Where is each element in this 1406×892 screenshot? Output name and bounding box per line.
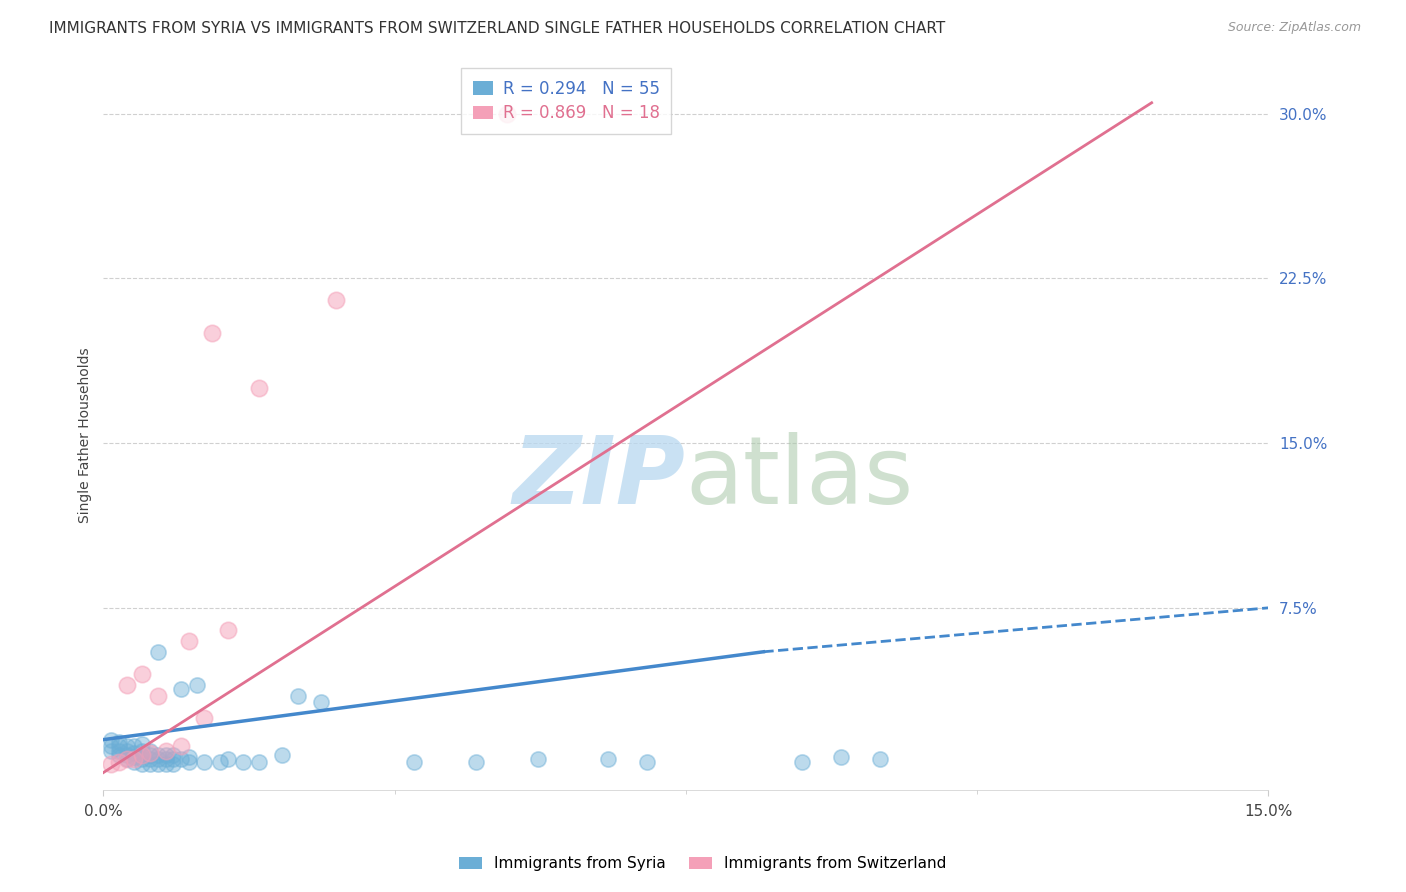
- Point: [115, 739, 138, 754]
- Point: [527, 752, 550, 766]
- Point: [124, 752, 146, 766]
- Point: [108, 747, 131, 762]
- Point: [162, 752, 184, 766]
- Point: [139, 756, 162, 771]
- Point: [100, 743, 122, 757]
- Y-axis label: Single Father Households: Single Father Households: [79, 348, 93, 524]
- Point: [402, 755, 425, 769]
- Text: ZIP: ZIP: [513, 432, 686, 524]
- Point: [186, 678, 208, 692]
- Legend: R = 0.294   N = 55, R = 0.869   N = 18: R = 0.294 N = 55, R = 0.869 N = 18: [461, 68, 672, 134]
- Point: [271, 747, 294, 762]
- Text: IMMIGRANTS FROM SYRIA VS IMMIGRANTS FROM SWITZERLAND SINGLE FATHER HOUSEHOLDS CO: IMMIGRANTS FROM SYRIA VS IMMIGRANTS FROM…: [49, 21, 945, 36]
- Point: [139, 752, 162, 766]
- Point: [598, 752, 620, 766]
- Point: [155, 756, 177, 771]
- Point: [177, 755, 200, 769]
- Point: [124, 746, 146, 760]
- Point: [100, 739, 122, 754]
- Point: [146, 747, 169, 762]
- Point: [217, 752, 239, 766]
- Point: [155, 747, 177, 762]
- Point: [139, 747, 162, 762]
- Point: [115, 752, 138, 766]
- Point: [162, 747, 184, 762]
- Point: [139, 743, 162, 757]
- Point: [170, 682, 193, 697]
- Point: [108, 735, 131, 749]
- Point: [108, 755, 131, 769]
- Point: [115, 678, 138, 692]
- Point: [131, 737, 153, 751]
- Point: [496, 107, 519, 121]
- Point: [309, 695, 332, 709]
- Point: [139, 746, 162, 760]
- Point: [131, 666, 153, 681]
- Point: [232, 755, 254, 769]
- Point: [115, 747, 138, 762]
- Point: [247, 755, 270, 769]
- Point: [162, 756, 184, 771]
- Point: [131, 752, 153, 766]
- Point: [108, 743, 131, 757]
- Point: [177, 750, 200, 764]
- Point: [100, 756, 122, 771]
- Legend: Immigrants from Syria, Immigrants from Switzerland: Immigrants from Syria, Immigrants from S…: [453, 850, 953, 877]
- Point: [108, 739, 131, 754]
- Point: [131, 747, 153, 762]
- Point: [193, 711, 215, 725]
- Point: [170, 739, 193, 754]
- Point: [247, 381, 270, 395]
- Point: [325, 293, 347, 308]
- Point: [124, 750, 146, 764]
- Point: [193, 755, 215, 769]
- Point: [146, 689, 169, 703]
- Point: [124, 755, 146, 769]
- Point: [201, 326, 224, 341]
- Point: [146, 645, 169, 659]
- Point: [465, 755, 488, 769]
- Point: [124, 739, 146, 754]
- Point: [830, 750, 852, 764]
- Point: [208, 755, 231, 769]
- Point: [177, 633, 200, 648]
- Point: [131, 747, 153, 762]
- Point: [170, 752, 193, 766]
- Point: [287, 689, 309, 703]
- Point: [131, 743, 153, 757]
- Point: [100, 732, 122, 747]
- Point: [146, 752, 169, 766]
- Text: atlas: atlas: [686, 432, 914, 524]
- Point: [155, 743, 177, 757]
- Point: [869, 752, 891, 766]
- Point: [131, 756, 153, 771]
- Point: [792, 755, 814, 769]
- Text: Source: ZipAtlas.com: Source: ZipAtlas.com: [1227, 21, 1361, 34]
- Point: [146, 756, 169, 771]
- Point: [155, 752, 177, 766]
- Point: [217, 623, 239, 637]
- Point: [636, 755, 658, 769]
- Point: [115, 743, 138, 757]
- Point: [115, 752, 138, 766]
